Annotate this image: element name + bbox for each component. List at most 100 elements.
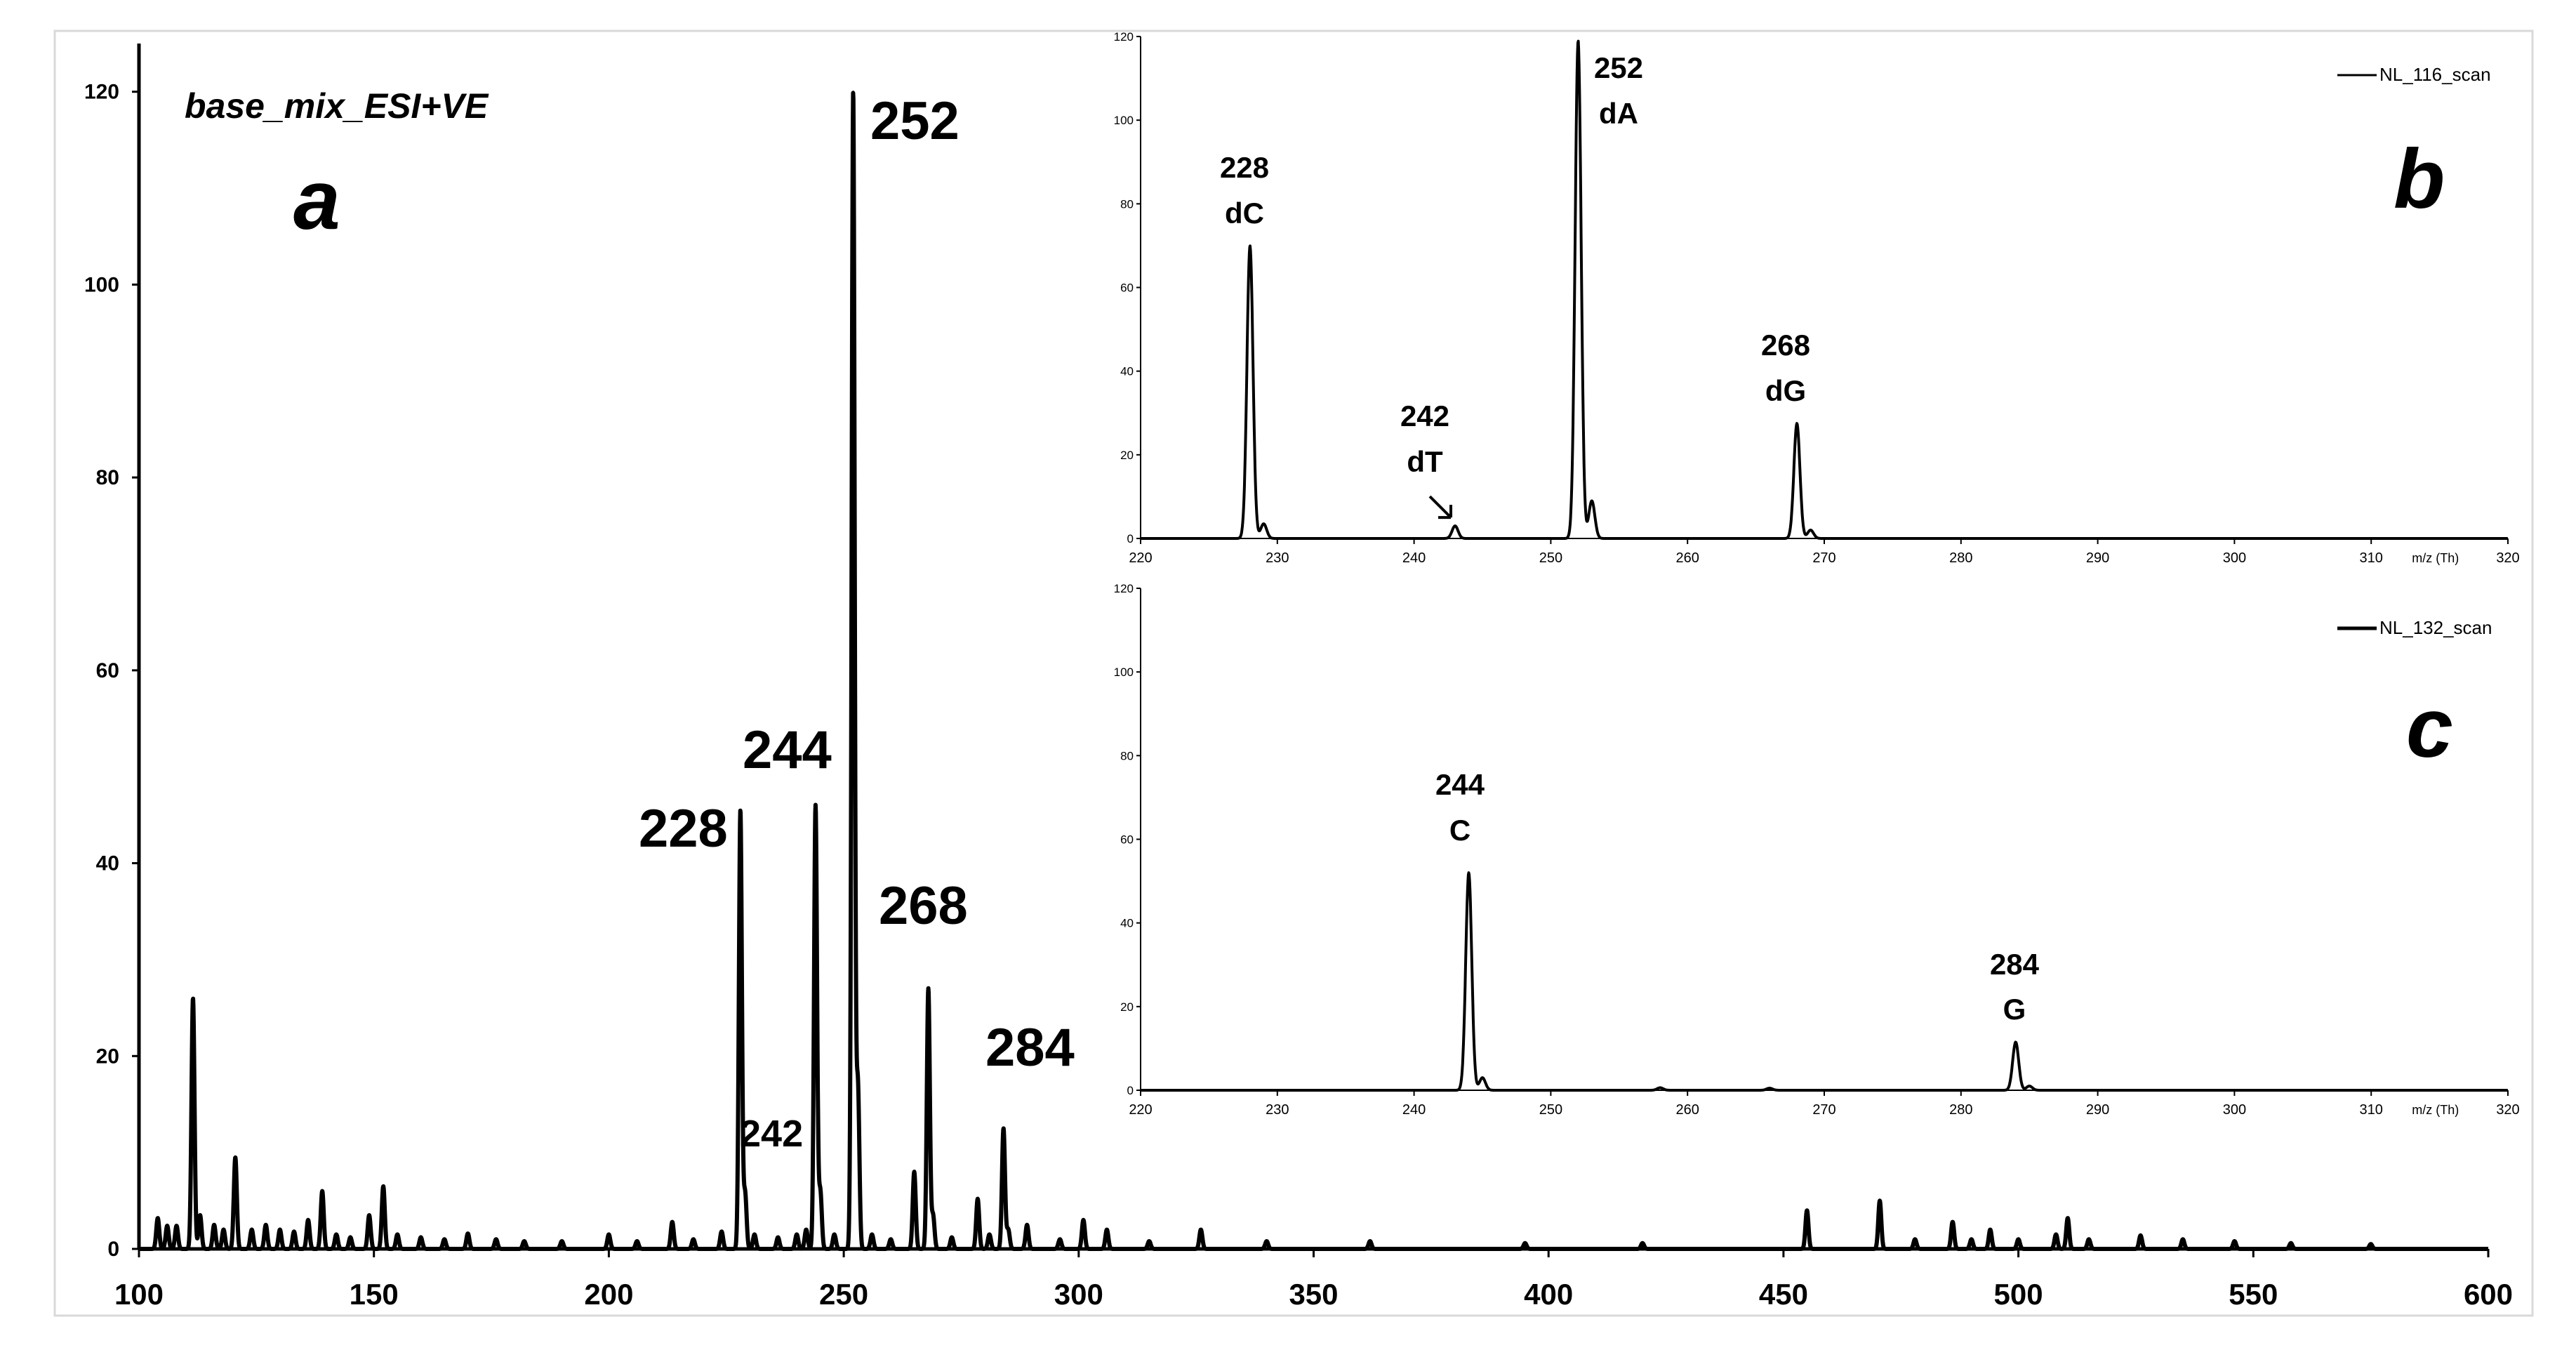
panel-a-peak-point xyxy=(753,1233,756,1236)
panel-a-peak-point xyxy=(192,997,194,1000)
panel-a-peak-label: 242 xyxy=(740,1113,803,1155)
panel-a-label: a xyxy=(293,153,340,247)
panel-a-peak-point xyxy=(265,1224,267,1226)
panel-b-x-tick-label: 240 xyxy=(1402,550,1426,566)
panel-a-peak-point xyxy=(805,1229,808,1231)
panel-b-peak-point xyxy=(1795,422,1798,425)
panel-a-peak-label: 228 xyxy=(639,799,728,859)
panel-a-peak-point xyxy=(2182,1238,2184,1240)
panel-a-peak-point xyxy=(1148,1240,1150,1243)
panel-a-peak-point xyxy=(2087,1238,2090,1240)
panel-c-peak-point xyxy=(1481,1076,1484,1079)
panel-a-peak-point xyxy=(279,1229,281,1231)
panel-c-x-tick-label: 280 xyxy=(1949,1102,1972,1118)
panel-a-y-tick-label: 60 xyxy=(96,659,119,682)
panel-b-x-tick-label: 250 xyxy=(1539,550,1562,566)
panel-c-y-tick-label: 0 xyxy=(1127,1084,1134,1097)
panel-b-y-tick-label: 60 xyxy=(1120,282,1134,295)
panel-a-peak-point xyxy=(795,1233,798,1236)
panel-a-peak-point xyxy=(1989,1229,1991,1231)
panel-a-peak-point xyxy=(819,1190,822,1193)
panel-a-peak-label: 284 xyxy=(985,1018,1075,1078)
panel-b-label: b xyxy=(2394,132,2445,226)
panel-a-peak-point xyxy=(1025,1224,1028,1226)
figure-border xyxy=(53,29,2534,1317)
panel-a-peak-point xyxy=(927,987,930,990)
panel-a-peak-point xyxy=(692,1238,695,1240)
panel-a-x-tick-label: 150 xyxy=(350,1278,399,1311)
panel-a-peak-point xyxy=(1805,1209,1808,1212)
panel-a-x-tick-label: 250 xyxy=(819,1278,868,1311)
panel-c-x-tick-label: 310 xyxy=(2360,1102,2383,1118)
panel-c-x-unit-label: m/z (Th) xyxy=(2412,1103,2459,1117)
panel-a-peak-point xyxy=(1058,1238,1061,1240)
panel-c-peak-point xyxy=(1468,871,1470,874)
panel-b-x-tick-label: 220 xyxy=(1129,550,1152,566)
panel-a-peak-point xyxy=(720,1230,723,1233)
panel-a-peak-label: 268 xyxy=(879,876,968,936)
panel-c-y-tick-label: 120 xyxy=(1114,582,1134,595)
panel-a-spectrum-trace xyxy=(137,91,2490,1251)
panel-a-peak-point xyxy=(335,1233,338,1236)
panel-c-x-tick-label: 260 xyxy=(1676,1102,1699,1118)
panel-a-peak-point xyxy=(856,1083,859,1086)
panel-a-peak-point xyxy=(467,1232,470,1235)
panel-b-y-tick-label: 40 xyxy=(1120,365,1134,378)
panel-a-peak-point xyxy=(523,1240,526,1243)
panel-a-y-tick-label: 40 xyxy=(96,852,119,875)
panel-c-x-tick-label: 290 xyxy=(2086,1102,2109,1118)
panel-a-x-tick-label: 100 xyxy=(114,1278,164,1311)
panel-a-peak-point xyxy=(2139,1234,2142,1237)
panel-c-peak-point xyxy=(2014,1041,2017,1043)
panel-a-x-tick-label: 200 xyxy=(584,1278,633,1311)
panel-b-peak-name-label: dA xyxy=(1599,97,1638,130)
panel-b-peak-mz-label: 268 xyxy=(1761,329,1810,362)
panel-a-peak-point xyxy=(495,1238,498,1240)
panel-a-peak-point xyxy=(1369,1240,1372,1243)
panel-b-peak-name-label: dC xyxy=(1225,197,1264,230)
panel-a-peak-point xyxy=(1106,1229,1108,1231)
panel-b-nl-116-scan: 0 20 40 60 80 100 120 220 230 240 250 260 270 280 290 3… xyxy=(1081,30,2531,566)
panel-a-peak-point xyxy=(175,1224,178,1227)
panel-a-peak-point xyxy=(931,1214,934,1217)
panel-a-x-tick-label: 400 xyxy=(1524,1278,1573,1311)
panel-a-peak-point xyxy=(1913,1238,1916,1240)
panel-b-x-tick-label: 320 xyxy=(2496,550,2519,566)
panel-c-peak-name-label: G xyxy=(2003,993,2026,1026)
panel-a-peak-point xyxy=(814,804,817,807)
panel-a-peak-point xyxy=(293,1230,296,1233)
panel-a-peak-point xyxy=(2054,1233,2057,1236)
panel-b-spectrum-trace xyxy=(1139,39,2509,540)
panel-b-peak-arrowhead xyxy=(1438,505,1453,520)
panel-b-peak-name-label: dG xyxy=(1765,374,1806,407)
panel-b-background xyxy=(1081,32,2531,566)
panel-a-peak-label: 244 xyxy=(743,720,832,780)
panel-a-peak-point xyxy=(1082,1219,1084,1222)
panel-c-y-tick-label: 100 xyxy=(1114,666,1134,679)
panel-a-peak-point xyxy=(1266,1240,1268,1243)
panel-a-y-tick-label: 80 xyxy=(96,466,119,489)
panel-c-peak-point xyxy=(1659,1087,1661,1089)
panel-a-peak-point xyxy=(2290,1242,2292,1245)
panel-a-y-tick-label: 100 xyxy=(84,273,119,296)
panel-a-peak-point xyxy=(776,1236,779,1239)
panel-a-peak-point xyxy=(671,1221,674,1224)
panel-a-x-tick-label: 350 xyxy=(1289,1278,1338,1311)
panel-a-x-tick-label: 300 xyxy=(1054,1278,1103,1311)
panel-c-x-tick-label: 240 xyxy=(1402,1102,1426,1118)
panel-b-peak-point xyxy=(1591,500,1593,502)
panel-a-peak-point xyxy=(1878,1199,1881,1202)
panel-b-x-unit-label: m/z (Th) xyxy=(2412,551,2459,565)
panel-a-peak-point xyxy=(251,1229,253,1231)
panel-b-peak-arrow xyxy=(1428,495,1452,519)
panel-a-x-tick-label: 500 xyxy=(1994,1278,2043,1311)
panel-b-x-tick-label: 310 xyxy=(2360,550,2383,566)
panel-c-background xyxy=(1081,573,2531,1134)
panel-b-y-tick-label: 0 xyxy=(1127,532,1134,545)
panel-a-peak-point xyxy=(950,1236,953,1239)
panel-a-peak-point xyxy=(1641,1242,1644,1245)
panel-a-peak-point xyxy=(166,1224,168,1227)
panel-a-peak-point xyxy=(1002,1127,1005,1130)
panel-a-peak-point xyxy=(382,1185,385,1188)
panel-a-peak-point xyxy=(739,809,742,812)
